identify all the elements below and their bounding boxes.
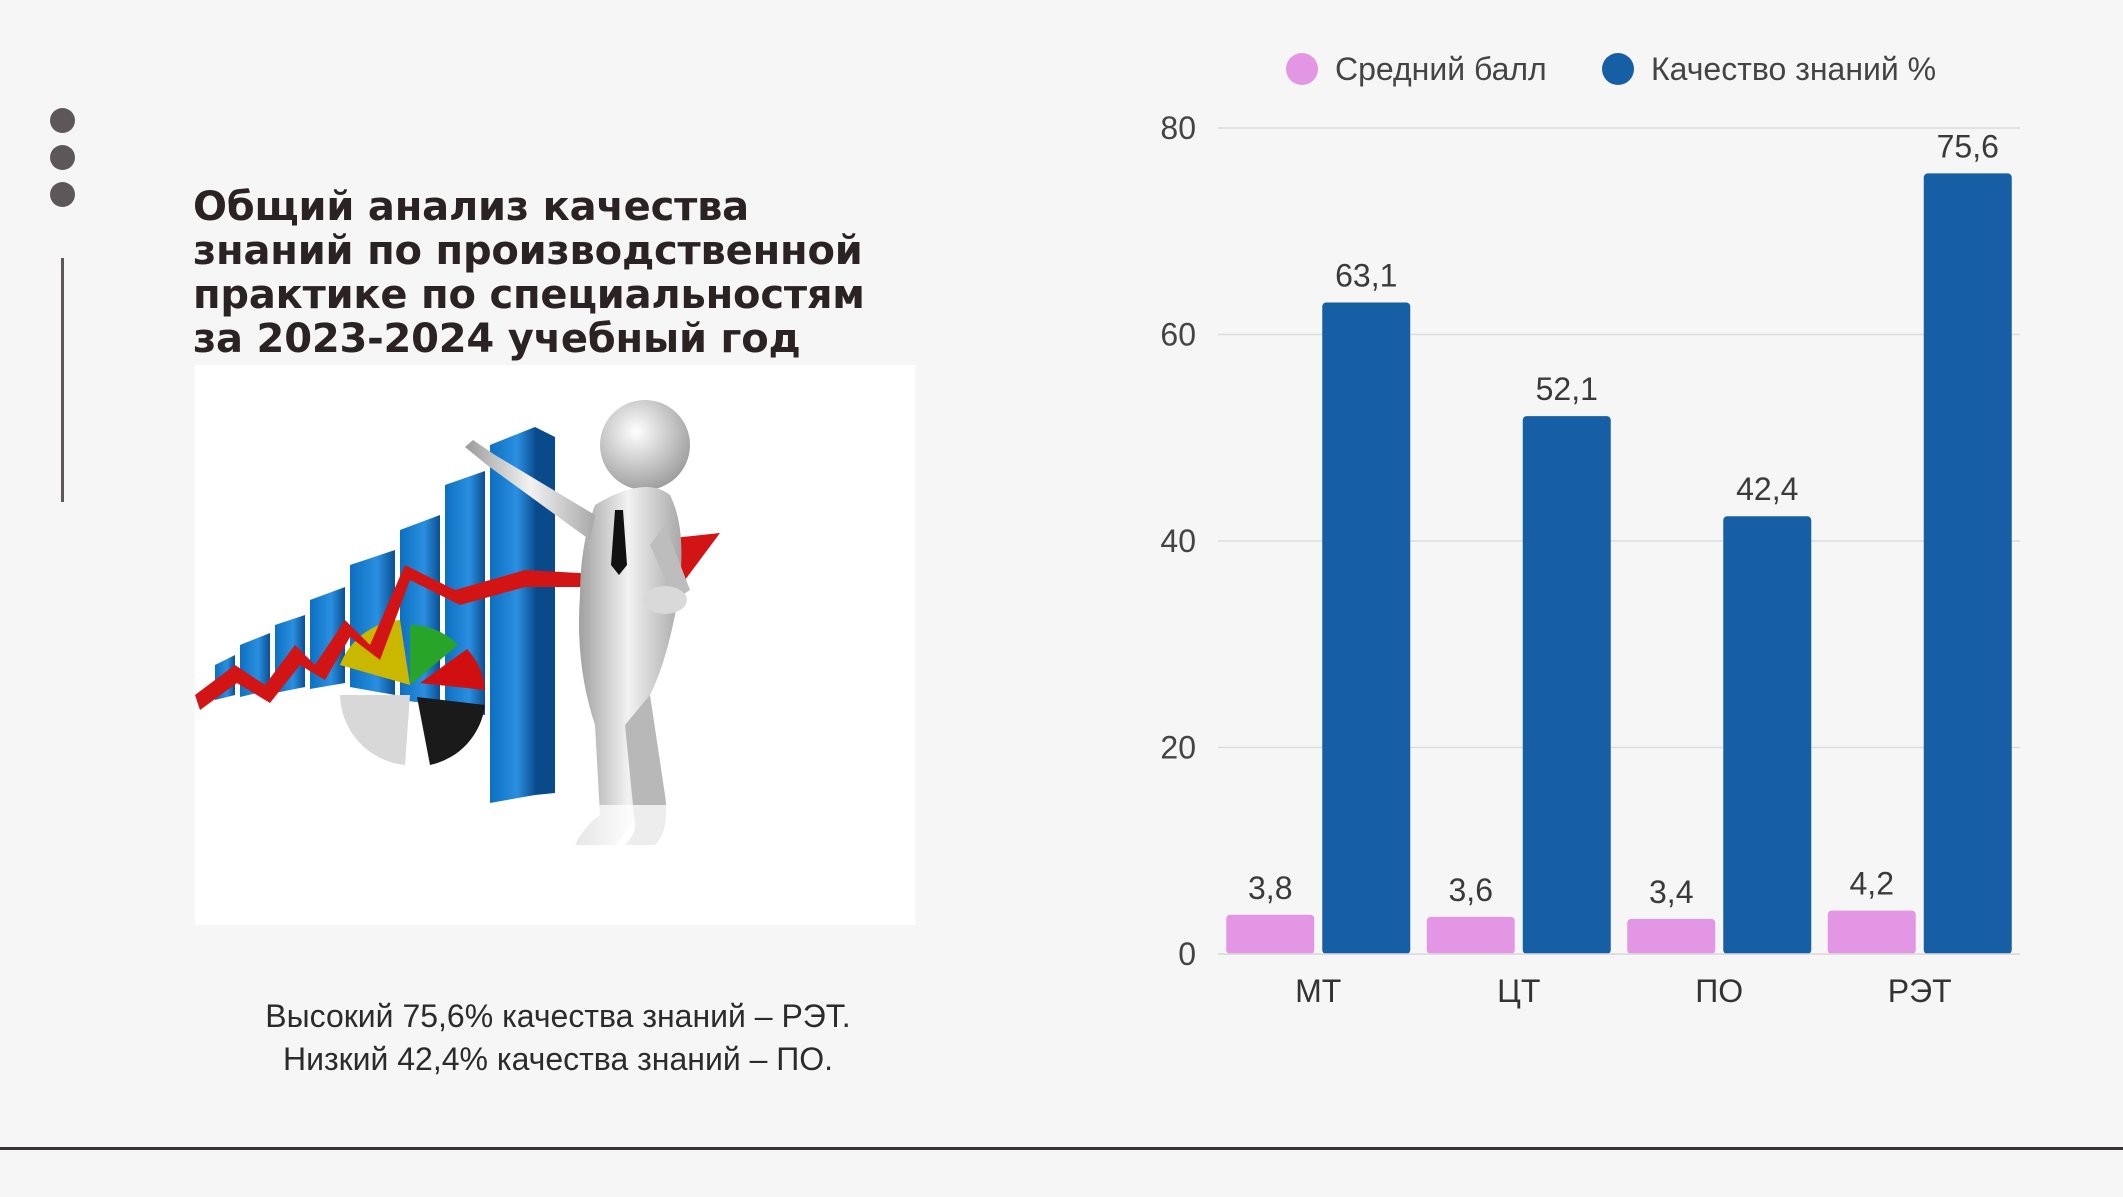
title-line: практике по специальностям [193,272,865,318]
bar-chart: 0 20 40 60 80 3,8 63,1 МТ 3,6 52,1 ЦТ 3,4 42,4 ПО 4,2 7… [1160,51,2020,1009]
y-tick-label: 40 [1160,523,1196,559]
y-tick-label: 60 [1160,317,1196,353]
data-label: 3,4 [1649,874,1693,910]
bar-avg-score [1627,918,1716,954]
data-label: 42,4 [1736,471,1798,507]
title-line: знаний по производственной [193,228,863,274]
bar-quality [1723,516,1812,954]
business-growth-illustration [195,365,915,925]
legend-label: Средний балл [1335,51,1547,87]
bar-avg-score [1226,914,1315,954]
data-label: 52,1 [1536,371,1598,407]
x-tick-label: ЦТ [1497,973,1540,1009]
title-line: Общий анализ качества [193,184,749,230]
legend-swatch [1286,53,1318,85]
data-label: 4,2 [1850,866,1894,902]
data-label: 3,8 [1248,870,1292,906]
x-tick-label: МТ [1295,973,1341,1009]
dot-icon [50,145,75,170]
dot-icon [50,108,75,133]
caption-line-low: Низкий 42,4% качества знаний – ПО. [282,1041,834,1077]
bar-avg-score [1827,910,1916,954]
pie-chart-icon [340,620,485,765]
data-label: 75,6 [1937,128,1999,164]
legend-swatch [1602,53,1634,85]
dot-icon [50,182,75,207]
data-label: 63,1 [1335,257,1397,293]
slide-title: Общий анализ качества знаний по производ… [193,185,953,361]
y-tick-label: 80 [1160,110,1196,146]
caption-line-high: Высокий 75,6% качества знаний – РЭТ. [265,998,851,1034]
menu-dots-icon[interactable] [50,108,75,219]
title-line: за 2023-2024 учебный год [193,316,801,362]
bar-quality [1322,302,1411,954]
bottom-divider [0,1147,2123,1150]
y-tick-label: 20 [1160,730,1196,766]
bar-quality [1923,173,2012,954]
summary-caption: Высокий 75,6% качества знаний – РЭТ. Низ… [193,995,923,1081]
legend-label: Качество знаний % [1651,51,1936,87]
bar-avg-score [1426,916,1515,954]
bar-quality [1522,416,1611,954]
x-tick-label: РЭТ [1888,973,1952,1009]
y-tick-label: 0 [1178,936,1196,972]
data-label: 3,6 [1449,872,1493,908]
decorative-vertical-line [61,258,64,502]
x-tick-label: ПО [1695,973,1743,1009]
